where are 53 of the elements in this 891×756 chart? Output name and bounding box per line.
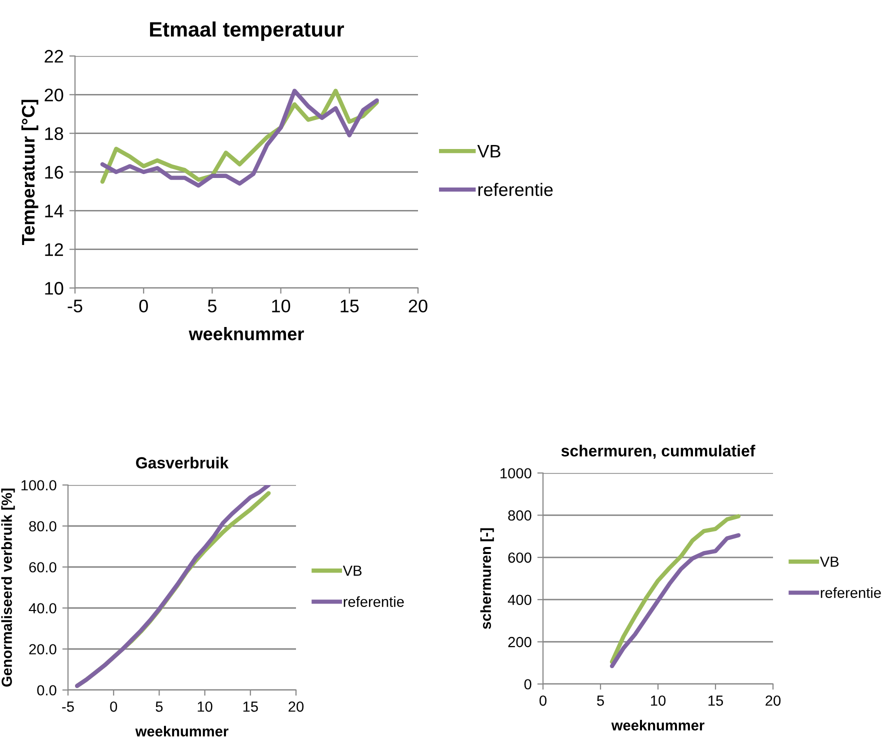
x-tick-label: 0 [139, 300, 148, 312]
y-tick-label: 20 [44, 88, 64, 102]
y-tick-label: 14 [45, 204, 64, 218]
x-axis-title: weeknummer [135, 726, 228, 737]
y-tick-label: 10 [45, 282, 64, 295]
y-tick-label: 200 [508, 636, 532, 648]
x-tick-label: 10 [651, 695, 666, 706]
y-tick-label: 40.0 [28, 603, 56, 614]
x-tick-label: 15 [243, 702, 258, 712]
y-axis-title: Temperatuur [°C] [21, 100, 38, 245]
y-tick-label: 800 [508, 510, 532, 521]
line-series [610, 533, 741, 668]
y-tick-label: 16 [45, 166, 64, 179]
x-tick-label: -5 [68, 300, 82, 312]
y-tick-label: 0 [524, 679, 532, 690]
y-axis-title: schermuren [-] [480, 528, 494, 630]
legend-label: VB [820, 556, 839, 567]
legend-label: referentie [344, 596, 404, 607]
x-tick-label: 15 [708, 696, 723, 706]
x-axis-title: weeknummer [188, 327, 304, 340]
y-tick-label: 18 [45, 127, 64, 140]
y-tick-label: 22 [44, 50, 63, 63]
legend-label: referentie [478, 182, 553, 196]
y-tick-label: 0.0 [37, 685, 56, 696]
y-tick-label: 80.0 [29, 521, 56, 532]
x-tick-label: 20 [288, 701, 304, 712]
x-tick-label: 10 [198, 701, 212, 712]
x-tick-label: -5 [62, 702, 74, 712]
x-tick-label: 10 [272, 300, 290, 312]
chart-title: Etmaal temperatuur [150, 21, 344, 41]
x-tick-label: 5 [208, 300, 216, 312]
x-tick-label: 5 [156, 702, 163, 712]
x-tick-label: 5 [597, 696, 604, 706]
x-tick-label: 0 [540, 695, 546, 706]
y-tick-label: 12 [45, 243, 63, 256]
chart-title: schermuren, cummulatief [561, 444, 756, 459]
y-tick-label: 100.0 [22, 480, 56, 490]
y-tick-label: 400 [508, 594, 532, 606]
legend-label: VB [477, 145, 500, 158]
y-tick-label: 60.0 [29, 562, 56, 572]
x-axis-title: weeknummer [611, 720, 704, 731]
x-tick-label: 0 [110, 701, 118, 712]
y-tick-label: 20.0 [29, 644, 56, 654]
x-tick-label: 15 [340, 300, 359, 312]
x-tick-label: 20 [408, 300, 428, 312]
x-tick-label: 20 [766, 695, 781, 706]
line-series [610, 514, 741, 664]
chart-title: Gasverbruik [136, 456, 229, 468]
y-tick-label: 1000 [500, 468, 532, 478]
legend-label: referentie [820, 587, 881, 598]
y-axis-title: Genormaliseerd verbruik [%] [1, 488, 15, 687]
y-tick-label: 600 [508, 552, 532, 563]
legend-label: VB [342, 566, 362, 576]
